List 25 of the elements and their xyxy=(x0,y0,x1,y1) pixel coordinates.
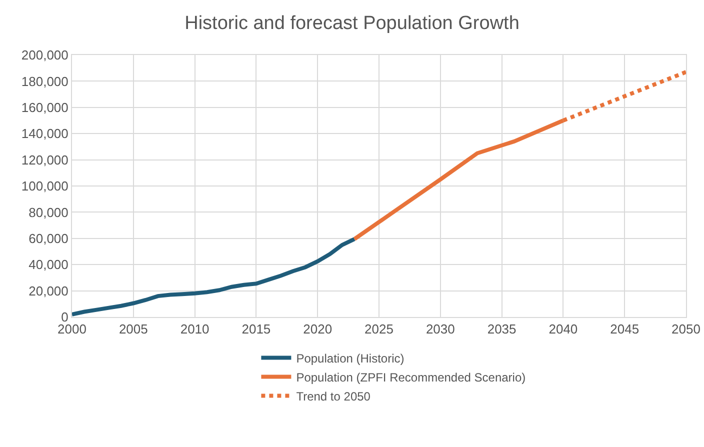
x-tick-label: 2050 xyxy=(672,322,700,337)
chart-title: Historic and forecast Population Growth xyxy=(184,12,520,34)
y-tick-label: 180,000 xyxy=(21,74,68,89)
legend-label: Population (ZPFI Recommended Scenario) xyxy=(296,370,526,384)
x-tick-label: 2025 xyxy=(364,322,394,337)
y-tick-label: 100,000 xyxy=(21,178,68,194)
x-tick-label: 2010 xyxy=(180,322,210,337)
x-tick-label: 2035 xyxy=(487,322,516,337)
x-tick-label: 2030 xyxy=(426,322,455,337)
y-tick-label: 140,000 xyxy=(21,126,68,142)
y-tick-label: 20,000 xyxy=(28,283,68,298)
x-tick-label: 2040 xyxy=(548,322,578,337)
legend-label: Population (Historic) xyxy=(296,351,404,366)
x-tick-label: 2045 xyxy=(610,322,640,337)
legend-label: Trend to 2050 xyxy=(296,389,371,404)
y-tick-label: 40,000 xyxy=(28,257,68,272)
x-tick-label: 2015 xyxy=(242,322,271,337)
x-tick-label: 2005 xyxy=(118,322,148,337)
y-tick-label: 120,000 xyxy=(21,152,68,168)
x-tick-label: 2020 xyxy=(303,322,332,337)
y-tick-label: 60,000 xyxy=(28,230,68,246)
line-series xyxy=(72,237,356,316)
y-tick-label: 160,000 xyxy=(21,100,68,115)
y-tick-label: 200,000 xyxy=(21,48,68,63)
y-tick-label: 80,000 xyxy=(28,204,68,220)
